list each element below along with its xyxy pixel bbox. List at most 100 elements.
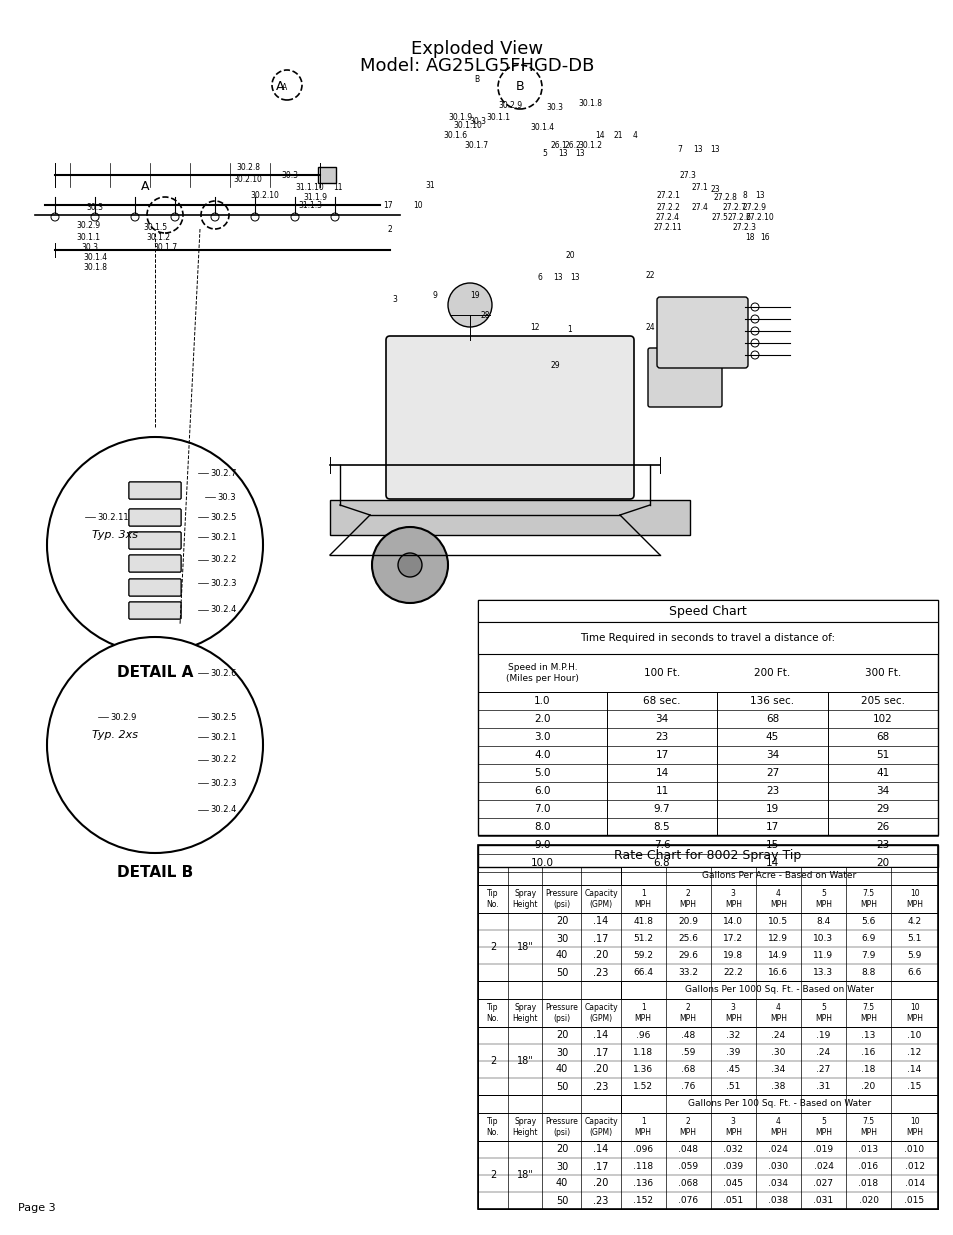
Text: 26.1: 26.1 (550, 141, 567, 149)
Text: 5.6: 5.6 (861, 918, 875, 926)
Circle shape (448, 283, 492, 327)
Text: 30.3: 30.3 (546, 104, 563, 112)
Text: 1.36: 1.36 (633, 1065, 653, 1074)
Text: 2: 2 (489, 1056, 496, 1066)
Text: 30.1.7: 30.1.7 (463, 141, 488, 149)
Text: .038: .038 (767, 1195, 787, 1205)
Text: 34: 34 (655, 714, 668, 724)
Text: 30.2.2: 30.2.2 (210, 556, 236, 564)
FancyBboxPatch shape (647, 348, 721, 408)
Text: 1.52: 1.52 (633, 1082, 653, 1091)
Text: 14.0: 14.0 (722, 918, 742, 926)
Bar (477, 845, 937, 867)
Text: .016: .016 (858, 1162, 878, 1171)
Text: .152: .152 (633, 1195, 653, 1205)
Text: Capacity
(GPM): Capacity (GPM) (583, 1003, 618, 1023)
Circle shape (750, 315, 759, 324)
Text: 4.2: 4.2 (906, 918, 921, 926)
Text: 13: 13 (755, 190, 764, 200)
Text: .14: .14 (593, 1030, 608, 1041)
Text: .39: .39 (725, 1049, 740, 1057)
Text: 27.2.10: 27.2.10 (745, 212, 774, 221)
Text: 41: 41 (875, 768, 888, 778)
Text: 12: 12 (530, 322, 539, 331)
Text: 41.8: 41.8 (633, 918, 653, 926)
Text: 30.2.5: 30.2.5 (210, 513, 236, 521)
Text: 17: 17 (655, 750, 668, 760)
Circle shape (397, 553, 421, 577)
Text: 5
MPH: 5 MPH (814, 889, 831, 909)
Text: Rate Chart for 8002 Spray Tip: Rate Chart for 8002 Spray Tip (614, 850, 801, 862)
Text: 16.6: 16.6 (767, 968, 787, 977)
Text: .17: .17 (593, 1047, 608, 1057)
Text: 30.2.9: 30.2.9 (76, 221, 100, 230)
Text: .034: .034 (767, 1179, 787, 1188)
Text: 7: 7 (677, 146, 681, 154)
Text: .20: .20 (593, 951, 608, 961)
Text: 8.5: 8.5 (653, 823, 670, 832)
Text: 10.5: 10.5 (767, 918, 787, 926)
Text: 18": 18" (517, 1170, 533, 1179)
Text: 27.5: 27.5 (711, 212, 728, 221)
Text: 5: 5 (542, 148, 547, 158)
Text: Page 3: Page 3 (18, 1203, 55, 1213)
Text: 68 sec.: 68 sec. (642, 697, 680, 706)
Text: 45: 45 (765, 732, 779, 742)
FancyBboxPatch shape (129, 509, 181, 526)
Text: 31.1.10: 31.1.10 (295, 183, 324, 191)
Text: 30.2.4: 30.2.4 (210, 605, 236, 615)
Text: 31: 31 (425, 180, 435, 189)
Text: .19: .19 (816, 1031, 830, 1040)
Text: 2
MPH: 2 MPH (679, 1118, 696, 1136)
Text: 27.2.8: 27.2.8 (712, 193, 736, 201)
Text: .012: .012 (903, 1162, 923, 1171)
Text: Spray
Height: Spray Height (512, 1118, 537, 1136)
Text: 14.9: 14.9 (767, 951, 787, 960)
Text: 3.0: 3.0 (534, 732, 550, 742)
Text: 9: 9 (432, 290, 437, 300)
Text: .20: .20 (861, 1082, 875, 1091)
Text: .024: .024 (813, 1162, 833, 1171)
Bar (477, 845, 937, 1209)
Text: B: B (516, 80, 524, 94)
Text: 13.3: 13.3 (813, 968, 833, 977)
Bar (477, 622, 937, 655)
Text: Gallons Per 100 Sq. Ft. - Based on Water: Gallons Per 100 Sq. Ft. - Based on Water (687, 1099, 870, 1109)
Text: 30.1.10: 30.1.10 (453, 121, 482, 131)
Text: .18: .18 (861, 1065, 875, 1074)
Text: .30: .30 (770, 1049, 784, 1057)
Text: 21: 21 (613, 131, 622, 140)
Text: .59: .59 (680, 1049, 695, 1057)
Text: .34: .34 (770, 1065, 784, 1074)
Text: 11.9: 11.9 (813, 951, 833, 960)
Text: 20: 20 (875, 858, 888, 868)
FancyBboxPatch shape (129, 555, 181, 572)
Text: 20: 20 (564, 251, 575, 259)
Text: .010: .010 (903, 1145, 923, 1153)
Text: 30.1.2: 30.1.2 (578, 141, 601, 149)
Text: .14: .14 (593, 1145, 608, 1155)
Text: 27.1: 27.1 (691, 183, 708, 191)
Text: 50: 50 (556, 1082, 568, 1092)
Text: 30.1.1: 30.1.1 (76, 232, 100, 242)
Text: 30.3: 30.3 (281, 170, 298, 179)
Text: Spray
Height: Spray Height (512, 1003, 537, 1023)
Text: 23: 23 (655, 732, 668, 742)
Text: .48: .48 (680, 1031, 695, 1040)
Text: 10.0: 10.0 (530, 858, 554, 868)
Text: .019: .019 (813, 1145, 833, 1153)
Text: 30.2.9: 30.2.9 (110, 713, 136, 721)
Circle shape (750, 338, 759, 347)
Text: 30.2.10: 30.2.10 (233, 175, 262, 184)
Circle shape (750, 327, 759, 335)
Text: 13: 13 (553, 273, 562, 282)
Text: 28: 28 (479, 310, 489, 320)
Text: 40: 40 (556, 951, 567, 961)
Text: 200 Ft.: 200 Ft. (754, 668, 790, 678)
Text: 13: 13 (575, 148, 584, 158)
Text: 30.2.2: 30.2.2 (210, 756, 236, 764)
Text: .12: .12 (906, 1049, 921, 1057)
Bar (477, 867, 937, 981)
Text: 5.1: 5.1 (906, 934, 921, 944)
Text: 25.6: 25.6 (678, 934, 698, 944)
